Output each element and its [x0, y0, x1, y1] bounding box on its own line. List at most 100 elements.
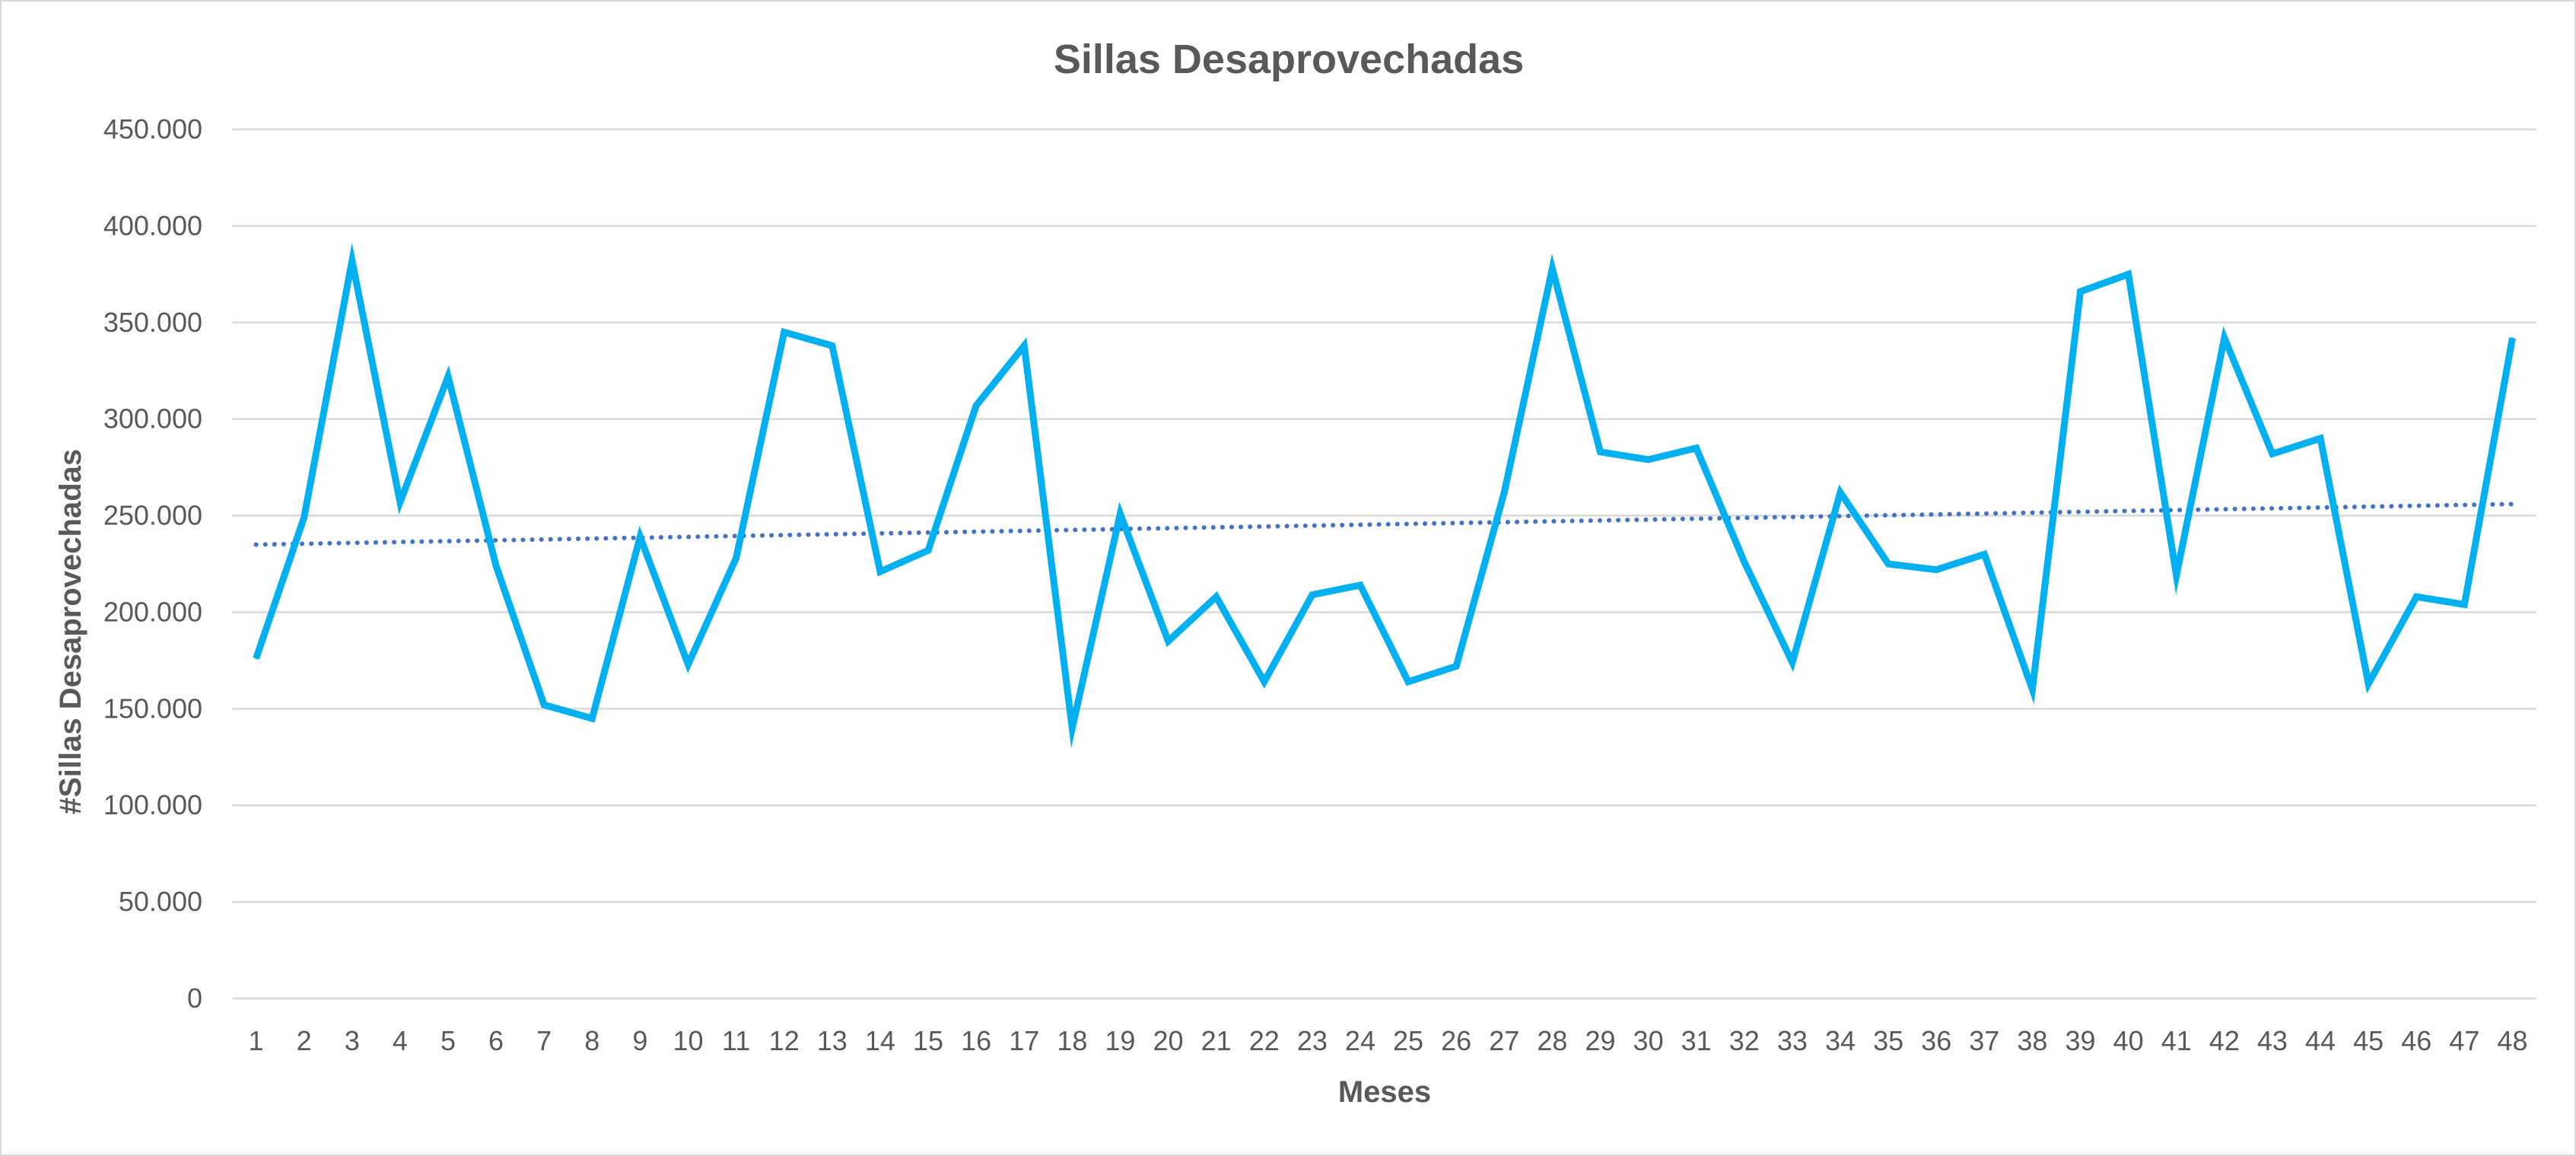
x-tick-label: 9 [632, 1025, 647, 1056]
data-point [1455, 665, 1458, 667]
data-point [1791, 661, 1793, 664]
data-point [2271, 453, 2273, 455]
y-tick-label: 0 [187, 982, 202, 1014]
data-point [2463, 603, 2466, 606]
data-point [1263, 680, 1265, 683]
data-point [879, 571, 881, 573]
data-point [2511, 337, 2514, 339]
x-tick-label: 32 [1729, 1025, 1760, 1056]
gridlines [232, 128, 2536, 1000]
data-point [831, 345, 833, 347]
data-point [1311, 594, 1313, 596]
x-axis-tick-labels: 1 2 3 4 5 6 7 8 9 10 11 12 13 14 15 16 17 18 19 20 21 22 23 24 2… [249, 1025, 2528, 1056]
data-point [1407, 680, 1410, 683]
x-tick-label: 30 [1633, 1025, 1664, 1056]
x-tick-label: 8 [584, 1025, 599, 1056]
data-point [1599, 451, 1601, 453]
data-points [255, 260, 2514, 729]
data-point [639, 536, 641, 538]
x-tick-label: 42 [2209, 1025, 2240, 1056]
data-point [1743, 561, 1745, 563]
x-tick-label: 22 [1249, 1025, 1280, 1056]
x-tick-label: 43 [2257, 1025, 2288, 1056]
data-point [735, 557, 737, 559]
y-tick-label: 100.000 [103, 789, 202, 820]
y-tick-label: 250.000 [103, 500, 202, 531]
data-point [783, 331, 785, 333]
x-axis-title: Meses [1338, 1075, 1431, 1109]
x-tick-label: 13 [817, 1025, 848, 1056]
data-point [2031, 688, 2034, 690]
y-tick-label: 400.000 [103, 210, 202, 241]
x-tick-label: 10 [673, 1025, 703, 1056]
data-point [2127, 273, 2129, 275]
data-point [2223, 337, 2225, 339]
x-tick-label: 4 [393, 1025, 408, 1056]
data-point [927, 549, 930, 552]
x-tick-label: 14 [865, 1025, 895, 1056]
series-line [253, 242, 2516, 748]
data-point [1119, 513, 1121, 515]
x-tick-label: 47 [2449, 1025, 2479, 1056]
chart-title: Sillas Desaprovechadas [1054, 37, 1524, 82]
x-tick-label: 48 [2497, 1025, 2527, 1056]
data-point [303, 517, 305, 519]
trendline [253, 502, 2515, 547]
x-tick-label: 24 [1345, 1025, 1375, 1056]
x-tick-label: 7 [536, 1025, 552, 1056]
x-tick-label: 27 [1489, 1025, 1519, 1056]
data-point [1359, 584, 1361, 586]
y-tick-label: 150.000 [103, 693, 202, 724]
x-tick-label: 41 [2161, 1025, 2192, 1056]
x-tick-label: 5 [440, 1025, 456, 1056]
x-tick-label: 31 [1681, 1025, 1712, 1056]
x-tick-label: 23 [1297, 1025, 1328, 1056]
x-tick-label: 34 [1825, 1025, 1856, 1056]
data-point [1647, 458, 1649, 460]
x-tick-label: 11 [722, 1025, 750, 1056]
data-point [1503, 492, 1506, 494]
x-tick-label: 19 [1105, 1025, 1135, 1056]
x-tick-label: 26 [1441, 1025, 1471, 1056]
data-point [1695, 447, 1697, 449]
x-tick-label: 35 [1873, 1025, 1903, 1056]
y-axis-tick-labels: 0 50.000 100.000 150.000 200.000 250.000 300.0… [103, 113, 202, 1014]
data-point [1935, 568, 1938, 571]
x-tick-label: 28 [1537, 1025, 1567, 1056]
y-axis-title: #Sillas Desaprovechadas [54, 449, 87, 814]
x-tick-label: 46 [2401, 1025, 2431, 1056]
y-tick-label: 350.000 [103, 307, 202, 338]
data-point [1071, 727, 1073, 729]
x-tick-label: 3 [345, 1025, 360, 1056]
x-tick-label: 21 [1201, 1025, 1232, 1056]
data-point [1167, 640, 1169, 642]
y-tick-label: 50.000 [119, 886, 202, 917]
x-tick-label: 18 [1057, 1025, 1087, 1056]
data-point [495, 565, 498, 567]
x-tick-label: 6 [488, 1025, 504, 1056]
data-point [1839, 492, 1841, 494]
data-point [2368, 683, 2370, 685]
data-point [543, 704, 545, 706]
data-point [1983, 553, 1986, 556]
data-point [399, 501, 401, 503]
x-tick-label: 45 [2353, 1025, 2384, 1056]
data-point [255, 658, 257, 660]
data-point [2175, 575, 2177, 577]
data-point [687, 663, 689, 665]
y-tick-label: 300.000 [103, 403, 202, 435]
x-tick-label: 1 [249, 1025, 264, 1056]
data-point [2320, 438, 2322, 440]
x-tick-label: 40 [2113, 1025, 2144, 1056]
data-point [591, 718, 593, 720]
x-tick-label: 39 [2065, 1025, 2095, 1056]
data-point [1551, 267, 1554, 269]
data-point [447, 375, 449, 377]
x-tick-label: 15 [913, 1025, 943, 1056]
x-tick-label: 33 [1777, 1025, 1808, 1056]
data-point [2079, 291, 2081, 293]
y-tick-label: 450.000 [103, 113, 202, 145]
x-tick-label: 29 [1585, 1025, 1615, 1056]
x-tick-label: 38 [2017, 1025, 2047, 1056]
data-point [351, 260, 353, 262]
